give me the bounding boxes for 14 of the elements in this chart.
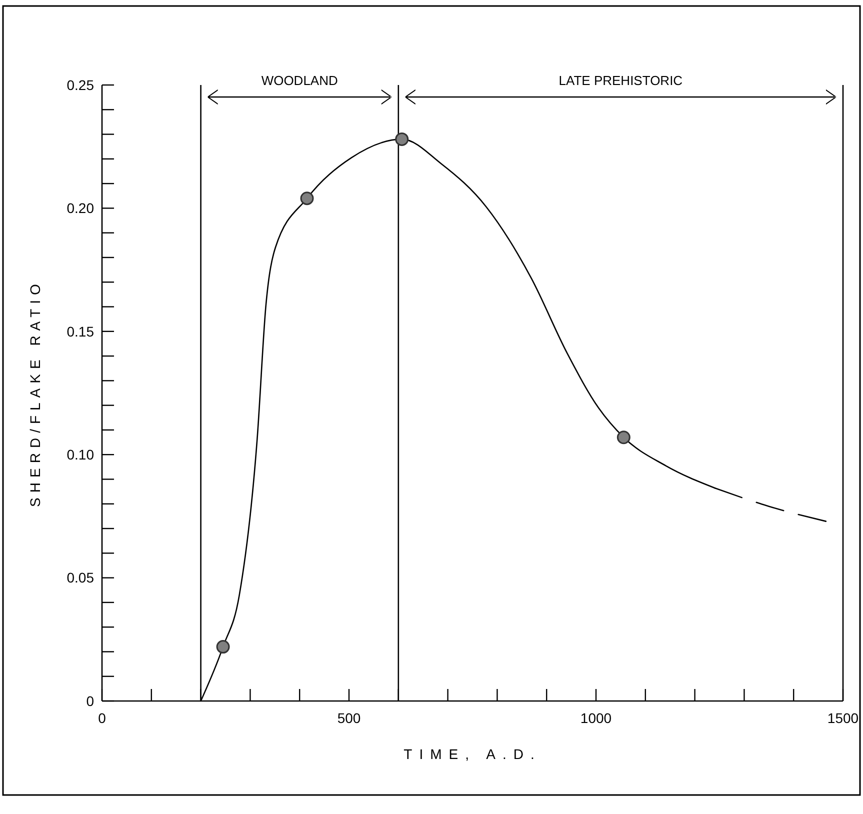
y-tick-label: 0.05 xyxy=(66,570,94,586)
annotation: WOODLAND xyxy=(261,73,338,88)
x-axis-title: TIME, A.D. xyxy=(404,746,542,762)
y-tick-label: 0.20 xyxy=(66,200,94,216)
y-tick-label: 0.10 xyxy=(66,446,94,462)
y-tick-label: 0.25 xyxy=(66,76,94,93)
x-tick-label: 500 xyxy=(337,710,361,726)
x-tick-label: 1500 xyxy=(827,710,859,726)
x-tick-label: 1000 xyxy=(580,710,612,726)
y-axis-title: SHERD/FLAKE RATIO xyxy=(27,279,43,507)
annotation: LATE PREHISTORIC xyxy=(558,73,683,88)
y-tick-label: 0.15 xyxy=(66,323,94,340)
x-tick-label: 0 xyxy=(98,710,106,726)
y-tick-label: 0 xyxy=(86,692,94,709)
